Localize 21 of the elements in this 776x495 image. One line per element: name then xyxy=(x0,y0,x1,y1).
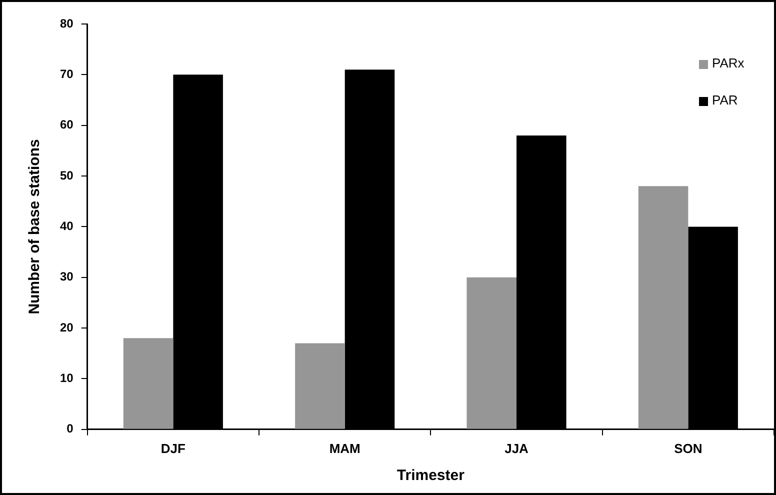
y-tick-label: 40 xyxy=(60,219,74,234)
y-tick-label: 10 xyxy=(60,371,74,386)
y-tick-label: 80 xyxy=(60,16,74,30)
bar xyxy=(638,186,688,429)
y-tick-label: 70 xyxy=(60,66,74,81)
y-axis-title: Number of base stations xyxy=(26,139,44,314)
legend-label: PARx xyxy=(712,56,745,71)
x-axis-title: Trimester xyxy=(396,467,465,484)
bar xyxy=(123,338,174,429)
y-tick-label: 0 xyxy=(66,422,74,436)
y-tick-label: 30 xyxy=(60,270,74,284)
x-tick-label: MAM xyxy=(329,440,360,456)
x-tick-label: SON xyxy=(674,440,702,456)
bar xyxy=(466,277,517,429)
bar xyxy=(295,343,345,429)
legend-label: PAR xyxy=(712,92,738,108)
y-tick-label: 20 xyxy=(60,320,74,334)
y-tick-label: 60 xyxy=(60,118,74,132)
x-tick-label: DJF xyxy=(160,440,186,456)
y-tick-label: 50 xyxy=(60,168,74,182)
x-tick-label: JJA xyxy=(504,440,530,456)
